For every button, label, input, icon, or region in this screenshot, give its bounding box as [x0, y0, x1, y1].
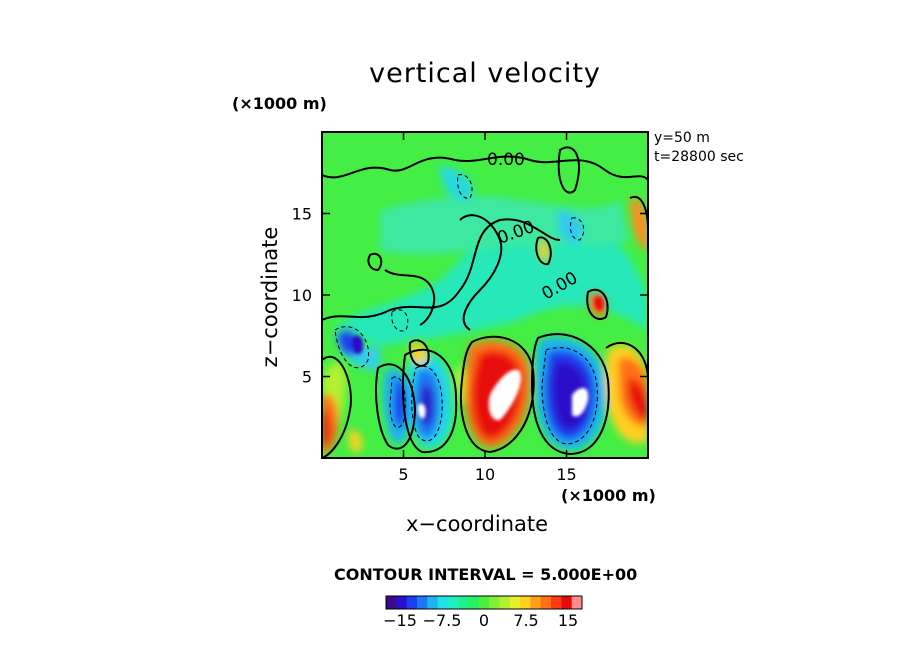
colorbar-swatch	[540, 596, 552, 609]
colorbar-tick-label: 0	[479, 611, 489, 630]
colorbar-swatch	[416, 596, 428, 609]
y-axis-ticks: 5 10 15	[292, 205, 648, 387]
y-tick-label: 15	[292, 205, 312, 224]
negative-contours	[334, 174, 598, 445]
colorbar-swatch	[509, 596, 521, 609]
y-axis-unit: (×1000 m)	[232, 94, 327, 113]
colorbar-swatch	[427, 596, 439, 609]
colorbar-swatch	[551, 596, 562, 609]
colorbar-swatch	[468, 596, 480, 609]
info-time: t=28800 sec	[654, 149, 744, 165]
contour-label: 0.00	[487, 150, 525, 170]
x-axis-unit: (×1000 m)	[561, 486, 656, 505]
colorbar-swatch	[530, 596, 542, 609]
colorbar-swatch	[406, 596, 418, 609]
colorbar-tick-label: −15	[383, 611, 417, 630]
chart-title: vertical velocity	[369, 58, 601, 89]
colorbar: −15 −7.5 0 7.5 15	[383, 595, 583, 630]
colorbar-swatch	[437, 596, 449, 609]
colorbar-frame	[385, 595, 583, 610]
heatmap-field	[322, 132, 648, 458]
colorbar-swatch	[458, 596, 470, 609]
info-y-position: y=50 m	[654, 130, 710, 146]
x-axis-label: x−coordinate	[406, 512, 549, 536]
x-tick-label: 15	[556, 465, 576, 484]
x-axis-ticks: 5 10 15	[398, 132, 577, 484]
colorbar-swatch	[571, 596, 583, 609]
colorbar-swatch	[386, 596, 397, 609]
colorbar-swatch	[396, 596, 408, 609]
y-tick-label: 5	[302, 368, 312, 387]
colorbar-tick-label: −7.5	[423, 611, 462, 630]
colorbar-swatch	[489, 596, 500, 609]
contour-lines	[322, 146, 648, 458]
x-tick-label: 5	[398, 465, 408, 484]
colorbar-swatch	[520, 596, 531, 609]
colorbar-swatch	[561, 596, 573, 609]
colorbar-tick-label: 7.5	[513, 611, 538, 630]
field-cores	[351, 296, 604, 421]
y-tick-label: 10	[292, 286, 312, 305]
colorbar-tick-label: 15	[558, 611, 578, 630]
colorbar-swatch	[478, 596, 490, 609]
x-tick-label: 10	[475, 465, 495, 484]
contour-interval-text: CONTOUR INTERVAL = 5.000E+00	[334, 565, 638, 584]
colorbar-swatch	[499, 596, 511, 609]
colorbar-swatch	[447, 596, 459, 609]
